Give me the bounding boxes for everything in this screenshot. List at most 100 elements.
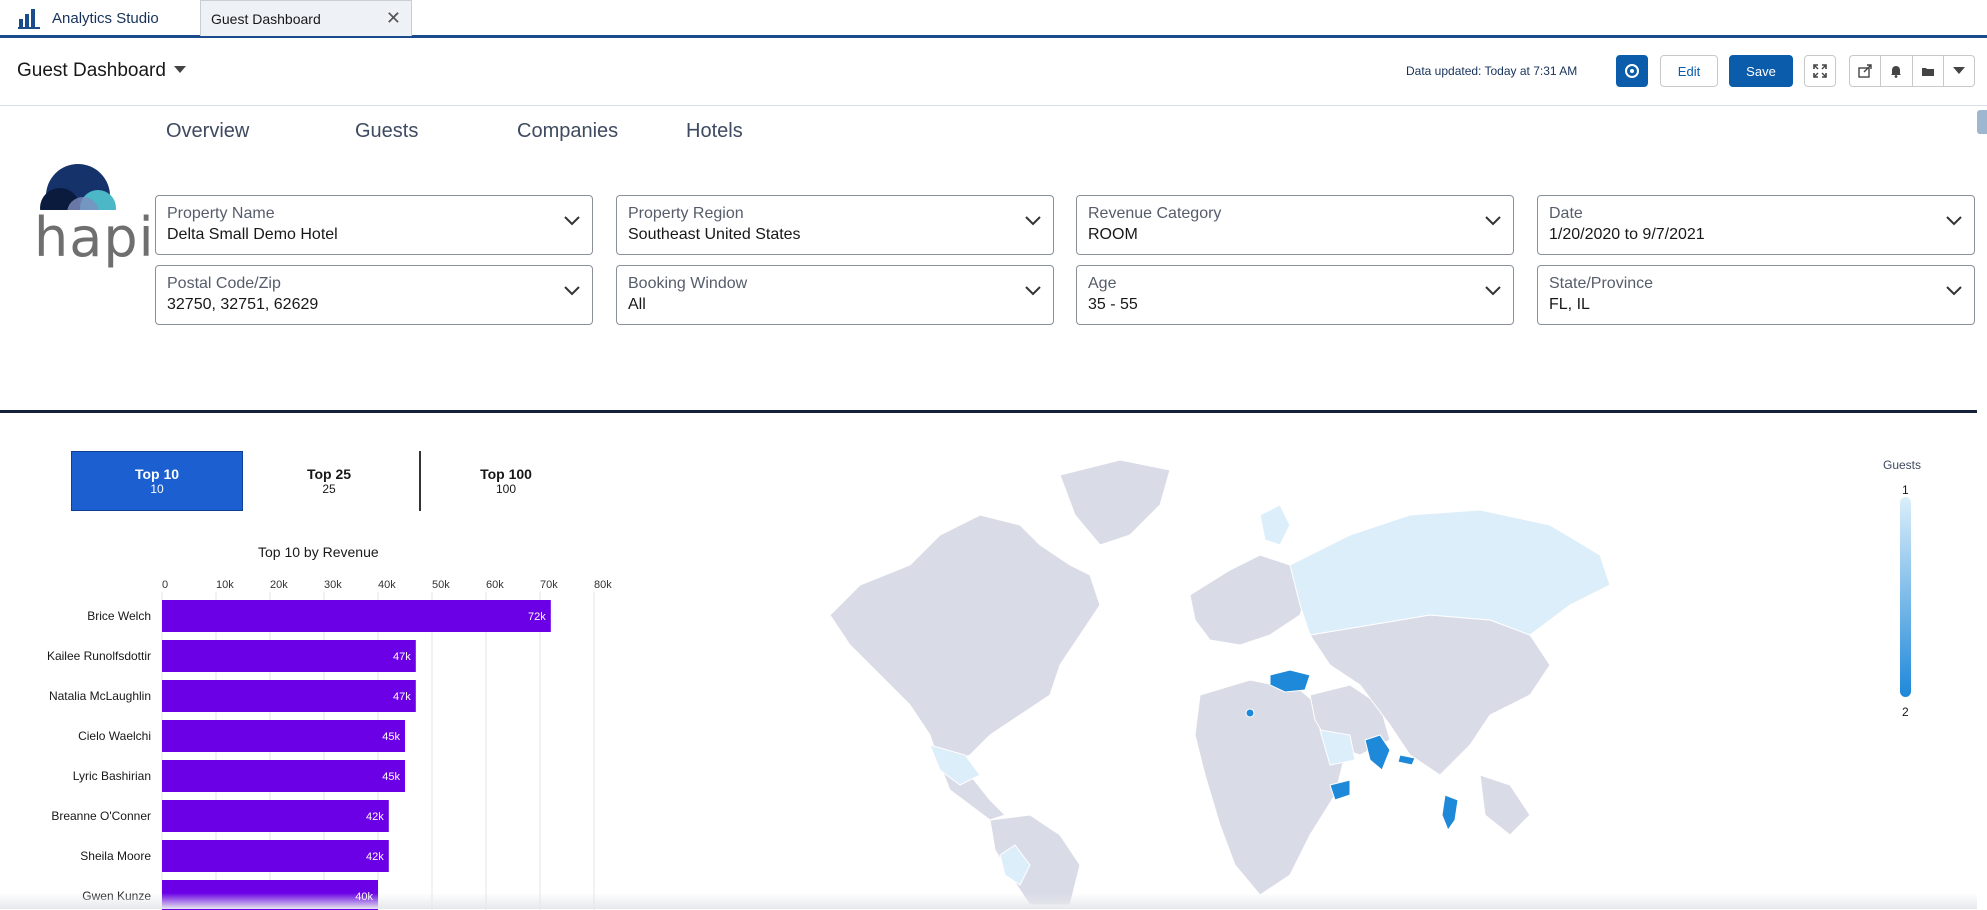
app-tab-strip: Analytics Studio Guest Dashboard ✕ [0,0,1987,38]
filter-value: 35 - 55 [1088,296,1138,313]
app-tab[interactable]: Analytics Studio [0,0,200,36]
filter-label: Property Region [628,205,744,222]
logo-text: hapi [34,206,155,269]
filter-value: All [628,296,646,313]
toggle-top-10[interactable]: Top 10 10 [71,451,243,511]
panel-toggle-handle[interactable] [1977,110,1987,134]
bar [162,760,405,792]
x-tick-label: 20k [270,580,288,591]
filter-label: Property Name [167,205,275,222]
bar-value-label: 72k [528,611,546,623]
bar-value-label: 47k [393,691,411,703]
hapi-logo: hapi [28,158,154,270]
chevron-down-icon [564,286,580,296]
guest-world-map [829,459,1611,905]
legend-min-label: 2 [1902,705,1909,719]
legend-max-label: 1 [1902,483,1909,497]
tab-companies[interactable]: Companies [517,120,619,142]
bar [162,800,389,832]
bar [162,720,405,752]
folder-icon [1921,68,1934,76]
app-name: Analytics Studio [52,9,159,27]
einstein-button[interactable] [1616,55,1648,87]
chevron-down-icon [1485,286,1501,296]
filter-label: State/Province [1549,275,1654,292]
map-region [1059,459,1171,546]
toggle-sub: 25 [322,482,336,496]
filter-date[interactable]: Date 1/20/2020 to 9/7/2021 [1537,195,1975,255]
toggle-sub: 100 [495,482,517,496]
bar-value-label: 47k [393,651,411,663]
map-region [999,844,1031,886]
close-icon[interactable]: ✕ [385,8,401,28]
x-tick-label: 80k [594,580,612,591]
page-title: Guest Dashboard [17,60,166,81]
filter-booking-window[interactable]: Booking Window All [616,265,1054,325]
category-label: Kailee Runolfsdottir [47,649,151,663]
toggle-top-100[interactable]: Top 100 100 [420,451,592,511]
category-label: Sheila Moore [80,849,151,863]
category-label: Natalia McLaughlin [49,689,151,703]
bar-value-label: 42k [366,851,384,863]
filter-label: Revenue Category [1088,205,1222,222]
tab-overview[interactable]: Overview [166,120,250,142]
filter-value: Southeast United States [628,226,801,243]
filter-value: 32750, 32751, 62629 [167,296,319,313]
category-label: Lyric Bashirian [73,769,151,783]
x-tick-label: 60k [486,580,504,591]
chevron-down-icon [1025,286,1041,296]
filter-age[interactable]: Age 35 - 55 [1076,265,1514,325]
bar-value-label: 45k [382,731,400,743]
bar [162,840,389,872]
revenue-bar-chart: 0 10k 20k 30k 40k 50k 60k 70k 80k Brice Welch 72k K… [47,580,612,910]
action-button-group [1849,55,1975,87]
category-label: Cielo Waelchi [78,729,151,743]
filter-label: Age [1088,275,1117,292]
x-tick-label: 40k [378,580,396,591]
chevron-down-icon [564,216,580,226]
map-region-pakistan [1364,734,1391,771]
category-label: Breanne O'Conner [51,809,151,823]
x-tick-label: 0 [162,580,168,591]
share-button[interactable] [1850,56,1882,86]
chevron-down-icon[interactable] [174,66,186,73]
toggle-separator [419,451,421,511]
collection-button[interactable] [1913,56,1944,86]
map-region [1479,774,1531,836]
sparkle-icon [1625,64,1639,78]
x-tick-label: 70k [540,580,558,591]
section-divider [0,410,1977,413]
map-region-yemen [1329,779,1351,801]
notify-button[interactable] [1881,56,1913,86]
filter-state-province[interactable]: State/Province FL, IL [1537,265,1975,325]
map-region-nepal [1397,754,1416,766]
chevron-down-icon [1946,286,1962,296]
filter-value: ROOM [1088,226,1138,243]
filter-label: Postal Code/Zip [167,275,281,292]
save-button[interactable]: Save [1729,55,1793,87]
filter-postal-code[interactable]: Postal Code/Zip 32750, 32751, 62629 [155,265,593,325]
bar-value-label: 42k [366,811,384,823]
toggle-title: Top 10 [134,466,180,482]
tab-guests[interactable]: Guests [355,120,419,142]
bar [162,680,416,712]
edit-button[interactable]: Edit [1660,55,1718,87]
x-tick-label: 10k [216,580,234,591]
toggle-top-25[interactable]: Top 25 25 [243,451,415,511]
fullscreen-button[interactable] [1804,55,1836,87]
filter-revenue-category[interactable]: Revenue Category ROOM [1076,195,1514,255]
tab-guest-dashboard[interactable]: Guest Dashboard ✕ [200,0,412,36]
more-actions-button[interactable] [1944,56,1974,86]
tab-label: Guest Dashboard [211,10,321,27]
filter-property-name[interactable]: Property Name Delta Small Demo Hotel [155,195,593,255]
filter-value: Delta Small Demo Hotel [167,226,338,243]
share-icon [1858,64,1872,78]
x-tick-label: 30k [324,580,342,591]
toggle-sub: 10 [150,482,164,496]
chevron-down-icon [1946,216,1962,226]
tab-hotels[interactable]: Hotels [686,120,743,142]
filter-property-region[interactable]: Property Region Southeast United States [616,195,1054,255]
logo-mark [28,164,132,270]
legend-gradient [1900,497,1911,697]
scroll-fade [0,893,1977,909]
